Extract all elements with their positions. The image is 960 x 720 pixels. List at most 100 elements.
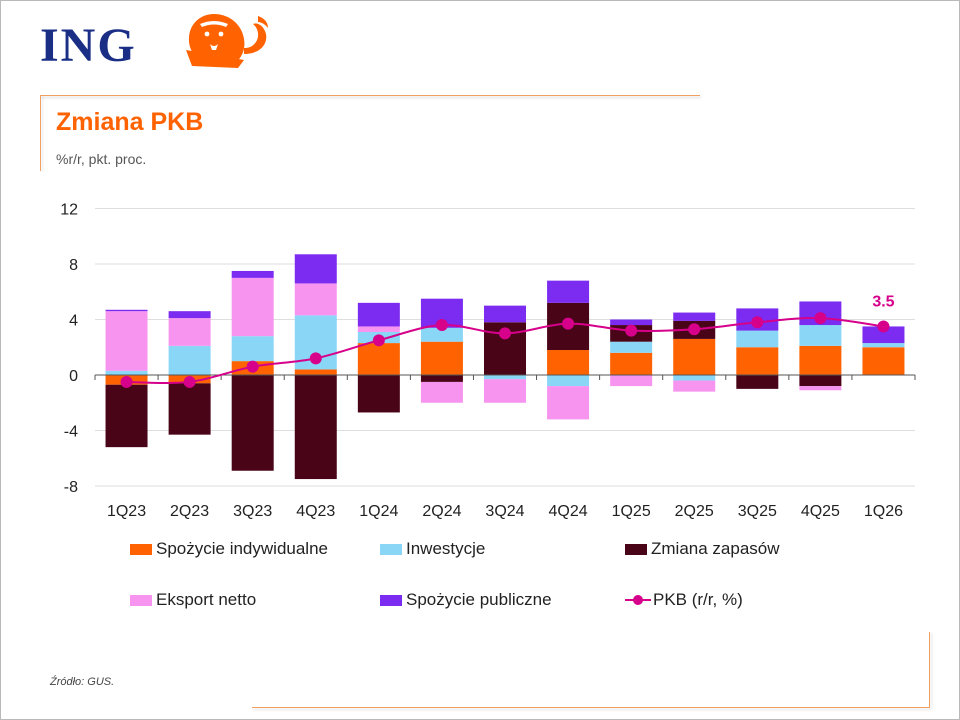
legend-item-3: Eksport netto <box>130 590 256 610</box>
bar-4Q23-3 <box>294 283 337 316</box>
chart-subtitle: %r/r, pkt. proc. <box>56 151 147 167</box>
legend-swatch <box>130 594 152 606</box>
legend-line-marker <box>625 595 651 605</box>
gdp-point-3Q25 <box>751 316 764 329</box>
x-tick-label-10: 3Q25 <box>738 503 777 520</box>
chart-title: Zmiana PKB <box>56 108 204 136</box>
legend-label: Spożycie indywidualne <box>156 539 328 558</box>
bar-4Q24-4 <box>547 280 590 303</box>
gdp-point-1Q23 <box>120 375 133 388</box>
legend-swatch <box>380 543 402 555</box>
bar-2Q23-3 <box>168 318 211 346</box>
bar-3Q25-1 <box>736 330 779 348</box>
legend-swatch <box>130 543 152 555</box>
legend-item-4: Spożycie publiczne <box>380 590 552 610</box>
footer-accent-line-right <box>929 632 930 708</box>
gdp-point-4Q24 <box>562 317 575 330</box>
y-tick-label-3: 4 <box>69 313 78 330</box>
bar-2Q23-1 <box>168 345 211 375</box>
x-tick-label-11: 4Q25 <box>801 503 840 520</box>
bar-1Q24-3 <box>357 326 400 332</box>
legend-item-2: Zmiana zapasów <box>625 539 780 559</box>
ing-logo: ING <box>40 8 280 72</box>
legend-item-5: PKB (r/r, %) <box>625 590 743 610</box>
bar-2Q23-2 <box>168 383 211 435</box>
bar-4Q23-2 <box>294 375 337 480</box>
legend-label: PKB (r/r, %) <box>653 590 743 609</box>
x-tick-label-3: 4Q23 <box>296 503 335 520</box>
bar-4Q23-0 <box>294 369 337 375</box>
lion-icon <box>186 14 268 68</box>
bar-2Q23-4 <box>168 311 211 319</box>
legend-item-0: Spożycie indywidualne <box>130 539 328 559</box>
y-tick-label-0: -8 <box>64 479 78 496</box>
gdp-point-1Q26 <box>877 320 890 333</box>
bar-3Q24-4 <box>484 305 526 323</box>
bar-3Q25-0 <box>736 347 779 375</box>
bar-4Q25-0 <box>799 345 842 375</box>
bar-4Q24-3 <box>547 386 590 420</box>
x-tick-label-6: 3Q24 <box>485 503 524 520</box>
bar-3Q23-4 <box>231 270 274 278</box>
bar-1Q25-0 <box>610 352 653 375</box>
bar-3Q24-3 <box>484 379 526 403</box>
legend-swatch <box>625 543 647 555</box>
bar-1Q23-1 <box>105 370 148 375</box>
gdp-point-4Q25 <box>814 312 827 325</box>
bar-3Q23-2 <box>231 375 274 471</box>
bar-4Q24-0 <box>547 350 590 375</box>
bar-1Q24-2 <box>357 375 400 413</box>
bar-1Q23-2 <box>105 384 148 448</box>
bar-2Q24-0 <box>420 341 463 375</box>
gdp-point-3Q23 <box>246 360 259 373</box>
legend-item-1: Inwestycje <box>380 539 485 559</box>
x-tick-label-9: 2Q25 <box>675 503 714 520</box>
x-tick-label-0: 1Q23 <box>107 503 146 520</box>
y-tick-label-5: 12 <box>60 202 78 219</box>
title-accent-line <box>40 95 700 96</box>
bar-2Q24-2 <box>420 375 463 382</box>
title-accent-line-left <box>40 95 41 171</box>
bar-1Q25-1 <box>610 341 653 353</box>
bar-3Q24-1 <box>484 375 526 380</box>
bar-2Q24-1 <box>420 327 463 342</box>
x-tick-label-2: 3Q23 <box>233 503 272 520</box>
bar-1Q25-4 <box>610 319 653 326</box>
bar-4Q25-3 <box>799 386 842 391</box>
gdp-point-4Q23 <box>309 352 322 365</box>
bar-3Q25-2 <box>736 375 779 389</box>
gdp-point-2Q24 <box>435 319 448 332</box>
bar-1Q25-3 <box>610 375 653 387</box>
legend-swatch <box>380 594 402 606</box>
legend-label: Eksport netto <box>156 590 257 609</box>
gdp-point-2Q23 <box>183 375 196 388</box>
bar-3Q23-1 <box>231 336 274 362</box>
gdp-point-1Q25 <box>625 324 638 337</box>
bar-2Q25-4 <box>673 312 716 321</box>
x-tick-label-5: 2Q24 <box>422 503 461 520</box>
legend-label: Zmiana zapasów <box>651 539 780 558</box>
ing-logo-text: ING <box>40 19 137 72</box>
gdp-annotation-label: 3.5 <box>872 293 894 310</box>
x-tick-label-7: 4Q24 <box>549 503 588 520</box>
gdp-point-1Q24 <box>372 334 385 347</box>
gdp-point-2Q25 <box>688 323 701 336</box>
bar-1Q23-4 <box>105 309 148 312</box>
bar-2Q25-3 <box>673 380 716 392</box>
bar-2Q25-0 <box>673 338 716 375</box>
bar-1Q24-0 <box>357 343 400 375</box>
bar-1Q23-3 <box>105 311 148 371</box>
legend-label: Inwestycje <box>406 539 486 558</box>
y-tick-label-2: 0 <box>69 368 78 385</box>
source-note: Źródło: GUS. <box>50 676 115 688</box>
bar-1Q26-0 <box>862 347 905 375</box>
y-tick-label-1: -4 <box>64 424 78 441</box>
bar-4Q25-1 <box>799 325 842 346</box>
x-tick-label-12: 1Q26 <box>864 503 903 520</box>
gdp-point-3Q24 <box>499 327 511 340</box>
x-tick-label-8: 1Q25 <box>612 503 651 520</box>
y-tick-label-4: 8 <box>69 257 78 274</box>
bar-3Q23-3 <box>231 277 274 337</box>
bar-4Q24-1 <box>547 375 590 387</box>
